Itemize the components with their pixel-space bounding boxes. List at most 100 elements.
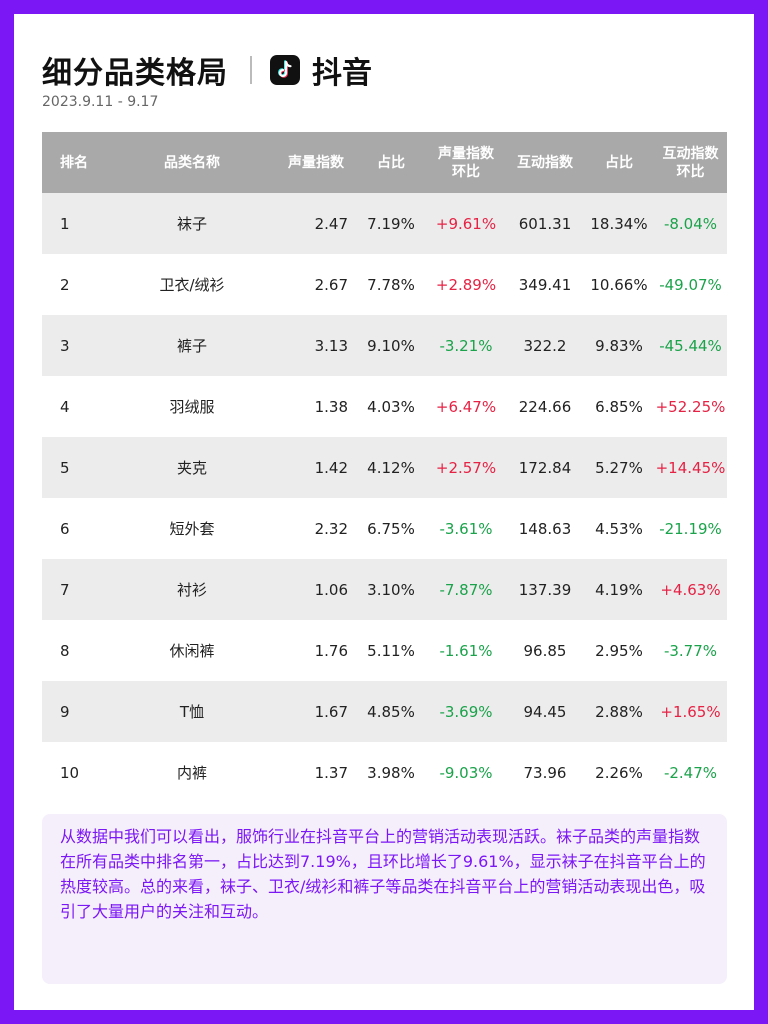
table-header-row: 排名 品类名称 声量指数 占比 声量指数环比 互动指数 占比 互动指数环比 [42, 132, 727, 193]
cell-name: 羽绒服 [108, 376, 276, 437]
column-header: 占比 [584, 132, 654, 193]
table-row: 8 休闲裤 1.76 5.11% -1.61% 96.85 2.95% -3.77% [42, 620, 727, 681]
table-row: 5 夹克 1.42 4.12% +2.57% 172.84 5.27% +14.45% [42, 437, 727, 498]
cell-interact-mom: -8.04% [654, 193, 727, 254]
cell-volume: 2.67 [276, 254, 356, 315]
cell-volume: 1.42 [276, 437, 356, 498]
cell-volume-share: 6.75% [356, 498, 426, 559]
cell-volume: 1.38 [276, 376, 356, 437]
cell-interact-share: 2.95% [584, 620, 654, 681]
cell-interact: 172.84 [506, 437, 584, 498]
cell-volume-mom: +6.47% [426, 376, 506, 437]
cell-volume-share: 3.98% [356, 742, 426, 803]
cell-name: 内裤 [108, 742, 276, 803]
cell-rank: 9 [42, 681, 108, 742]
cell-interact: 349.41 [506, 254, 584, 315]
cell-volume-share: 4.03% [356, 376, 426, 437]
cell-interact: 224.66 [506, 376, 584, 437]
cell-interact-share: 6.85% [584, 376, 654, 437]
cell-name: 裤子 [108, 315, 276, 376]
report-header: 细分品类格局 抖音 [42, 50, 372, 91]
cell-interact-share: 18.34% [584, 193, 654, 254]
cell-volume-share: 4.12% [356, 437, 426, 498]
cell-interact-share: 5.27% [584, 437, 654, 498]
cell-rank: 3 [42, 315, 108, 376]
platform-name: 抖音 [312, 56, 372, 91]
cell-interact-mom: -21.19% [654, 498, 727, 559]
cell-volume-share: 3.10% [356, 559, 426, 620]
cell-rank: 10 [42, 742, 108, 803]
cell-interact-share: 10.66% [584, 254, 654, 315]
cell-volume-share: 5.11% [356, 620, 426, 681]
table-row: 2 卫衣/绒衫 2.67 7.78% +2.89% 349.41 10.66% -49.07% [42, 254, 727, 315]
cell-volume: 1.67 [276, 681, 356, 742]
cell-volume-mom: -3.69% [426, 681, 506, 742]
column-header: 占比 [356, 132, 426, 193]
cell-volume-mom: -3.61% [426, 498, 506, 559]
column-header: 互动指数环比 [654, 132, 727, 193]
cell-volume-mom: -9.03% [426, 742, 506, 803]
cell-name: 休闲裤 [108, 620, 276, 681]
cell-interact: 96.85 [506, 620, 584, 681]
cell-name: 短外套 [108, 498, 276, 559]
cell-interact: 148.63 [506, 498, 584, 559]
cell-volume: 1.37 [276, 742, 356, 803]
cell-interact-mom: +4.63% [654, 559, 727, 620]
cell-interact-share: 4.53% [584, 498, 654, 559]
cell-rank: 7 [42, 559, 108, 620]
cell-volume-mom: +2.57% [426, 437, 506, 498]
cell-rank: 8 [42, 620, 108, 681]
cell-name: 衬衫 [108, 559, 276, 620]
cell-interact-mom: +14.45% [654, 437, 727, 498]
title-divider [250, 56, 252, 84]
cell-volume-mom: -7.87% [426, 559, 506, 620]
column-header: 声量指数环比 [426, 132, 506, 193]
cell-interact: 73.96 [506, 742, 584, 803]
column-header: 排名 [42, 132, 108, 193]
cell-interact: 322.2 [506, 315, 584, 376]
cell-name: 卫衣/绒衫 [108, 254, 276, 315]
table-row: 7 衬衫 1.06 3.10% -7.87% 137.39 4.19% +4.63% [42, 559, 727, 620]
cell-name: 夹克 [108, 437, 276, 498]
cell-rank: 2 [42, 254, 108, 315]
table-body: 1 袜子 2.47 7.19% +9.61% 601.31 18.34% -8.04% 2 卫衣/… [42, 193, 727, 803]
cell-interact-share: 2.88% [584, 681, 654, 742]
column-header: 声量指数 [276, 132, 356, 193]
column-header: 品类名称 [108, 132, 276, 193]
table-row: 10 内裤 1.37 3.98% -9.03% 73.96 2.26% -2.47% [42, 742, 727, 803]
table-row: 6 短外套 2.32 6.75% -3.61% 148.63 4.53% -21.19% [42, 498, 727, 559]
cell-rank: 4 [42, 376, 108, 437]
cell-volume-share: 7.19% [356, 193, 426, 254]
cell-interact-mom: +1.65% [654, 681, 727, 742]
cell-rank: 6 [42, 498, 108, 559]
column-header-text: 互动指数环比 [662, 145, 719, 180]
cell-volume: 2.47 [276, 193, 356, 254]
column-header: 互动指数 [506, 132, 584, 193]
cell-volume: 3.13 [276, 315, 356, 376]
cell-volume-share: 4.85% [356, 681, 426, 742]
cell-rank: 5 [42, 437, 108, 498]
cell-interact: 137.39 [506, 559, 584, 620]
cell-interact-share: 2.26% [584, 742, 654, 803]
cell-volume-mom: +9.61% [426, 193, 506, 254]
cell-interact-mom: -45.44% [654, 315, 727, 376]
tiktok-logo-icon [270, 55, 300, 85]
cell-volume-mom: -3.21% [426, 315, 506, 376]
table-row: 3 裤子 3.13 9.10% -3.21% 322.2 9.83% -45.44% [42, 315, 727, 376]
report-card: 细分品类格局 抖音 2023.9.11 - 9.17 排名 品类名称 声量指数 … [14, 14, 754, 1010]
cell-volume-mom: -1.61% [426, 620, 506, 681]
summary-text: 从数据中我们可以看出，服饰行业在抖音平台上的营销活动表现活跃。袜子品类的声量指数… [42, 814, 727, 984]
cell-interact-share: 4.19% [584, 559, 654, 620]
cell-interact-mom: -2.47% [654, 742, 727, 803]
cell-name: T恤 [108, 681, 276, 742]
cell-rank: 1 [42, 193, 108, 254]
table-row: 1 袜子 2.47 7.19% +9.61% 601.31 18.34% -8.04% [42, 193, 727, 254]
cell-name: 袜子 [108, 193, 276, 254]
column-header-text: 声量指数环比 [438, 145, 494, 180]
cell-interact-mom: +52.25% [654, 376, 727, 437]
date-range: 2023.9.11 - 9.17 [42, 94, 159, 110]
cell-volume: 2.32 [276, 498, 356, 559]
table-row: 9 T恤 1.67 4.85% -3.69% 94.45 2.88% +1.65% [42, 681, 727, 742]
cell-volume-share: 7.78% [356, 254, 426, 315]
